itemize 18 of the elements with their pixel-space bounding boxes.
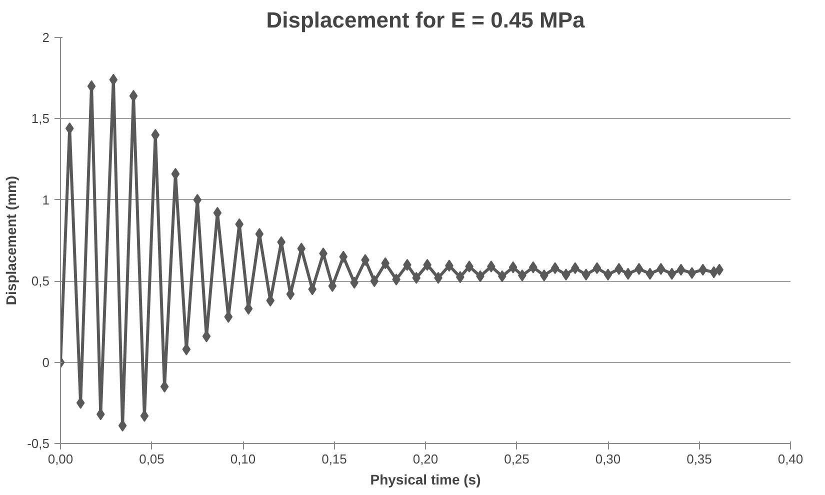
y-tick-label: 1	[42, 192, 50, 208]
x-tick-label: 0,30	[595, 452, 621, 466]
x-tick-label: 0,15	[322, 452, 347, 466]
x-axis-title: Physical time (s)	[370, 472, 481, 488]
x-tick-label: 0,35	[686, 452, 712, 466]
y-tick-label: 2	[42, 30, 50, 45]
y-tick-label: 0	[42, 354, 50, 370]
x-tick-label: 0,40	[778, 452, 804, 466]
y-axis-title: Displacement (mm)	[3, 176, 20, 306]
x-tick-label: 0,00	[48, 452, 74, 466]
chart-title: Displacement for E = 0.45 MPa	[266, 8, 586, 32]
y-tick-label: 1,5	[31, 111, 50, 126]
x-tick-label: 0,20	[412, 452, 438, 466]
x-tick-label: 0,10	[230, 452, 256, 466]
y-tick-label: -0,5	[27, 436, 50, 451]
x-tick-label: 0,05	[139, 452, 164, 466]
y-tick-label: 0,5	[31, 274, 50, 289]
x-tick-label: 0,25	[504, 452, 530, 466]
